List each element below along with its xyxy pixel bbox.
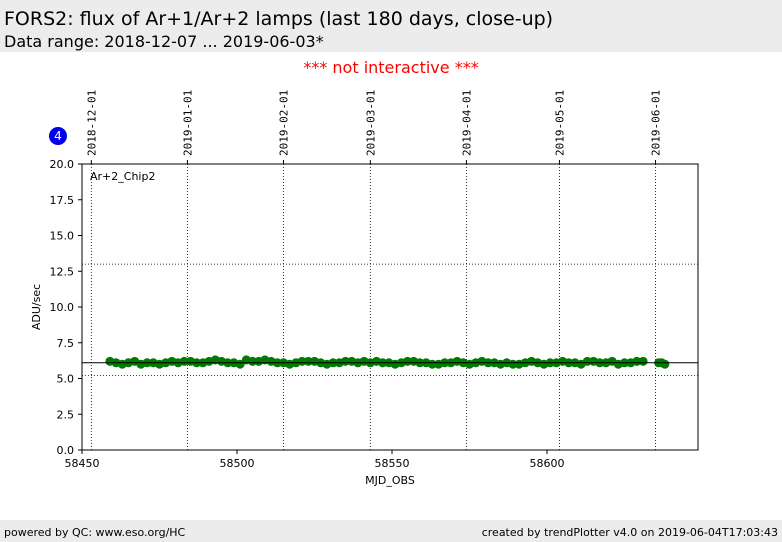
y-axis-label: ADU/sec: [30, 284, 43, 330]
data-point: [660, 359, 670, 369]
data-point: [248, 356, 258, 366]
footer-left: powered by QC: www.eso.org/HC: [4, 526, 186, 539]
data-point: [403, 356, 413, 366]
x-tick-label: 58600: [530, 457, 565, 470]
x2-tick-label: 2019-04-01: [460, 90, 473, 156]
x-tick-label: 58500: [220, 457, 255, 470]
data-point: [508, 359, 518, 369]
badge: 4: [54, 129, 62, 143]
x2-tick-label: 2019-01-01: [181, 90, 194, 156]
x-tick-label: 58450: [65, 457, 100, 470]
x2-tick-label: 2018-12-01: [85, 90, 98, 156]
badge-circle: [49, 127, 67, 145]
data-point: [582, 356, 592, 366]
x-tick-label: 58550: [375, 457, 410, 470]
notice: *** not interactive ***: [303, 58, 478, 77]
x2-tick-label: 2019-05-01: [553, 90, 566, 156]
annotation: Ar+2_Chip2: [90, 170, 155, 183]
data-point: [341, 356, 351, 366]
y-tick-label: 20.0: [50, 158, 75, 171]
y-tick-label: 10.0: [50, 301, 75, 314]
y-tick-label: 17.5: [50, 194, 75, 207]
data-point: [179, 356, 189, 366]
chart-subtitle: Data range: 2018-12-07 ... 2019-06-03*: [4, 32, 324, 51]
y-tick-label: 15.0: [50, 230, 75, 243]
y-tick-label: 2.5: [57, 408, 75, 421]
header-band: [0, 0, 782, 52]
y-tick-label: 5.0: [57, 373, 75, 386]
data-point: [638, 356, 648, 366]
x2-tick-label: 2019-06-01: [650, 90, 663, 156]
y-tick-label: 7.5: [57, 337, 75, 350]
y-tick-label: 12.5: [50, 265, 75, 278]
x-axis-label: MJD_OBS: [365, 474, 415, 487]
plot-frame: [81, 163, 699, 451]
footer-right: created by trendPlotter v4.0 on 2019-06-…: [482, 526, 778, 539]
data-point: [297, 356, 307, 366]
data-point: [632, 356, 642, 366]
data-point: [427, 359, 437, 369]
chart-title: FORS2: flux of Ar+1/Ar+2 lamps (last 180…: [4, 8, 553, 30]
x2-tick-label: 2019-03-01: [364, 90, 377, 156]
data-point: [303, 356, 313, 366]
y-tick-label: 0.0: [57, 444, 75, 457]
x2-tick-label: 2019-02-01: [278, 90, 291, 156]
footer-band: [0, 520, 782, 542]
